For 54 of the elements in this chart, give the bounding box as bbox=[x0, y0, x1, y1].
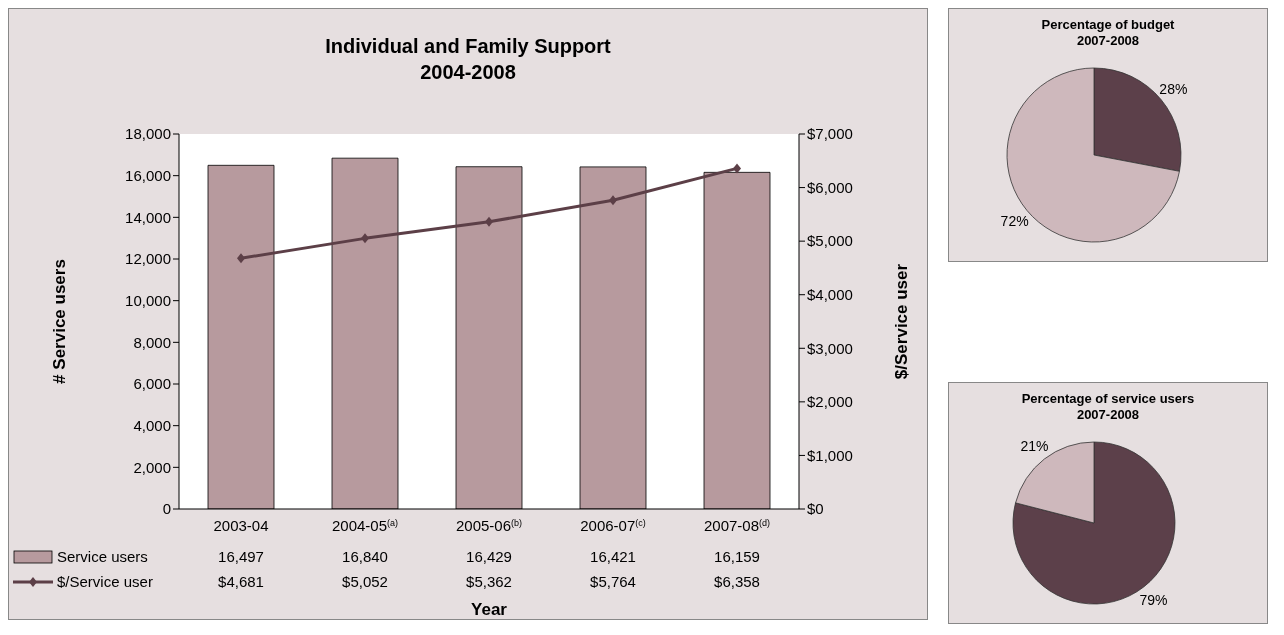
y-tick-label: 18,000 bbox=[125, 125, 171, 143]
y2-tick-label: $0 bbox=[807, 500, 824, 518]
y2-axis-title: $/Service user bbox=[892, 263, 912, 380]
data-label: 72% bbox=[1000, 212, 1029, 229]
chart-title: Individual and Family Support bbox=[324, 34, 612, 59]
y-tick-label: 6,000 bbox=[133, 375, 171, 393]
chart-subtitle: 2007-2008 bbox=[1075, 407, 1141, 423]
y-tick-label: 2,000 bbox=[133, 458, 171, 476]
legend-label: Service users bbox=[57, 548, 148, 565]
y2-tick-label: $5,000 bbox=[807, 232, 853, 250]
chart-subtitle: 2004-2008 bbox=[419, 60, 517, 85]
x-tick-label: 2006-07$^{(c)}$ bbox=[580, 517, 646, 534]
y2-tick-label: $6,000 bbox=[807, 178, 853, 196]
y-tick-label: 14,000 bbox=[125, 208, 171, 226]
y-tick-label: 8,000 bbox=[133, 333, 171, 351]
y2-tick-label: $3,000 bbox=[807, 339, 853, 357]
data-label: $4,681 bbox=[217, 573, 265, 590]
y-tick-label: 4,000 bbox=[133, 416, 171, 434]
y2-tick-label: $7,000 bbox=[807, 125, 853, 143]
data-label: 79% bbox=[1139, 591, 1168, 608]
data-label: 16,429 bbox=[465, 548, 513, 565]
data-label: 16,421 bbox=[589, 548, 637, 565]
chart-title: Percentage of service users bbox=[1020, 391, 1196, 407]
x-tick-label: 2004-05$^{(a)}$ bbox=[331, 517, 399, 534]
y-tick-label: 0 bbox=[162, 500, 171, 518]
legend-label: $/Service user bbox=[57, 573, 153, 590]
data-label: $5,052 bbox=[341, 573, 389, 590]
data-label: 16,159 bbox=[713, 548, 761, 565]
x-tick-label: 2003-04 bbox=[213, 517, 269, 534]
y2-tick-label: $4,000 bbox=[807, 286, 853, 304]
data-label: $6,358 bbox=[713, 573, 761, 590]
x-axis-title: Year bbox=[470, 600, 508, 620]
data-label: $5,764 bbox=[589, 573, 637, 590]
chart-title: Percentage of budget bbox=[1040, 17, 1176, 33]
y-axis-title: # Service users bbox=[50, 259, 70, 384]
y2-tick-label: $1,000 bbox=[807, 446, 853, 464]
pie-slice bbox=[1012, 441, 1176, 605]
y-tick-label: 10,000 bbox=[125, 291, 171, 309]
point bbox=[237, 253, 245, 264]
x-tick-label: 2007-08$^{(d)}$ bbox=[703, 517, 771, 534]
data-label: 16,497 bbox=[217, 548, 265, 565]
data-label: $5,362 bbox=[465, 573, 513, 590]
point bbox=[733, 163, 741, 174]
point bbox=[609, 195, 617, 206]
data-label: 21% bbox=[1020, 438, 1049, 455]
y2-tick-label: $2,000 bbox=[807, 393, 853, 411]
x-tick-label: 2005-06$^{(b)}$ bbox=[455, 517, 523, 534]
y-tick-label: 12,000 bbox=[125, 250, 171, 268]
point bbox=[361, 233, 369, 244]
y-tick-label: 16,000 bbox=[125, 166, 171, 184]
chart-subtitle: 2007-2008 bbox=[1075, 33, 1141, 49]
data-label: 28% bbox=[1159, 81, 1188, 98]
point bbox=[485, 216, 493, 227]
data-label: 16,840 bbox=[341, 548, 389, 565]
